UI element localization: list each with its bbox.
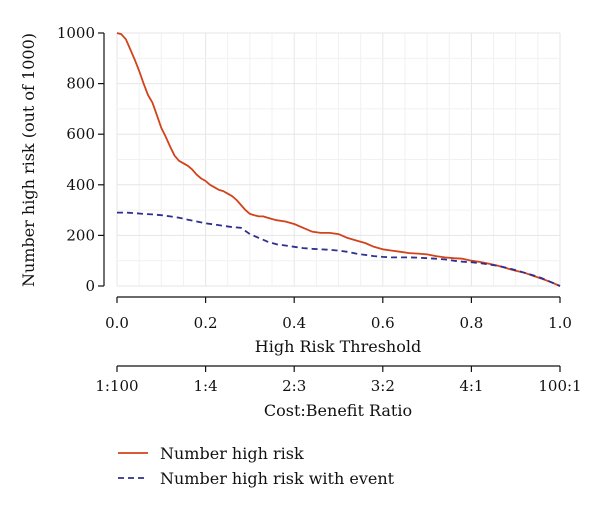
y-tick-label: 0 — [85, 277, 95, 295]
x-tick-label: 0.4 — [282, 314, 306, 332]
series-line-number-high-risk-with-event — [117, 211, 561, 287]
series-line-number-high-risk — [116, 32, 561, 287]
legend: Number high risk Number high risk with e… — [118, 444, 395, 488]
x-tick-label: 0.6 — [371, 314, 395, 332]
cost-benefit-tick-label: 2:3 — [282, 377, 306, 395]
y-tick-label: 800 — [66, 75, 95, 93]
cost-benefit-tick-label: 3:2 — [371, 377, 395, 395]
cost-benefit-tick-label: 4:1 — [459, 377, 483, 395]
legend-label-number-high-risk: Number high risk — [160, 444, 304, 463]
x-tick-label: 1.0 — [548, 314, 572, 332]
cost-benefit-tick-label: 100:1 — [538, 377, 581, 395]
y-tick-label: 400 — [66, 176, 95, 194]
cost-benefit-tick-label: 1:4 — [194, 377, 218, 395]
y-tick-label: 200 — [66, 226, 95, 244]
legend-label-number-high-risk-with-event: Number high risk with event — [160, 469, 395, 488]
series-lines — [116, 32, 561, 287]
cost-benefit-tick-label: 1:100 — [95, 377, 138, 395]
x-tick-label: 0.0 — [105, 314, 129, 332]
y-axis-title: Number high risk (out of 1000) — [19, 33, 38, 287]
x-tick-label: 0.8 — [459, 314, 483, 332]
y-tick-label: 600 — [66, 125, 95, 143]
cost-benefit-axis-title: Cost:Benefit Ratio — [264, 401, 412, 420]
y-axis: 0 200 400 600 800 1000 — [57, 24, 105, 295]
x-tick-label: 0.2 — [194, 314, 218, 332]
x-axis-title: High Risk Threshold — [255, 337, 421, 356]
y-tick-label: 1000 — [57, 24, 95, 42]
grid — [116, 32, 561, 287]
x-axis-primary: 0.0 0.2 0.4 0.6 0.8 1.0 — [105, 296, 572, 332]
x-axis-secondary: 1:100 1:4 2:3 3:2 4:1 100:1 — [95, 365, 582, 395]
